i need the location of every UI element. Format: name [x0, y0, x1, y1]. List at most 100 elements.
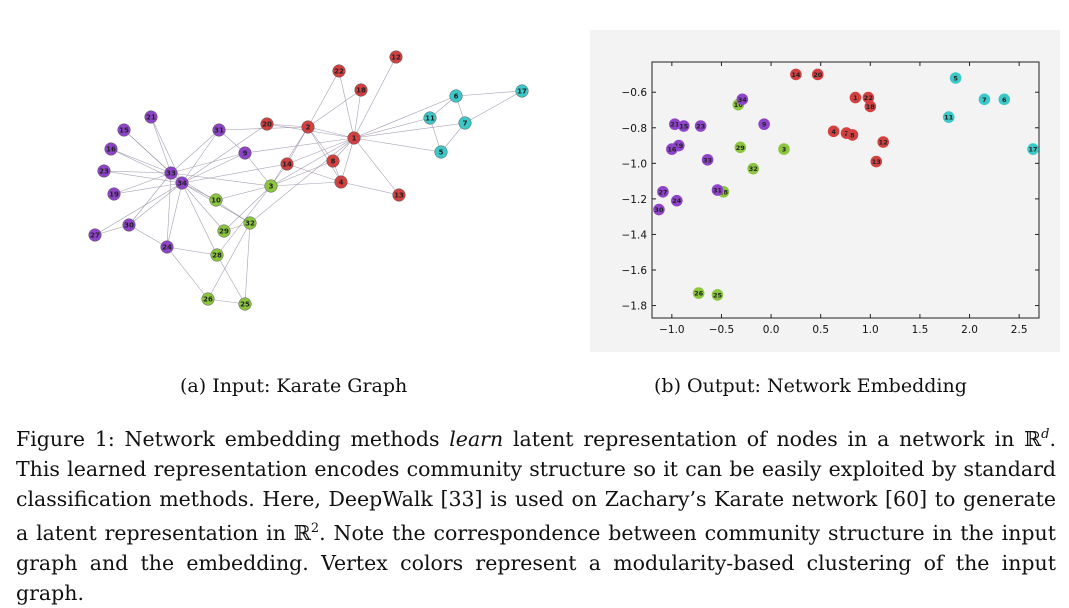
scatter-point-marker: [657, 185, 669, 198]
graph-node-9: 9: [238, 146, 252, 160]
scatter-point-marker: [677, 120, 690, 132]
scatter-point-marker: [949, 72, 962, 84]
x-tick-label: 1.0: [862, 324, 879, 336]
graph-edge: [170, 129, 220, 174]
graph-node-21: 21: [144, 110, 158, 124]
scatter-point-12: 12: [877, 136, 890, 148]
scatter-point-marker: [870, 155, 883, 168]
scatter-point-22: 22: [862, 91, 875, 104]
graph-node-circle: [326, 154, 340, 168]
graph-node-label: 6: [454, 93, 459, 101]
graph-node-circle: [354, 83, 368, 97]
scatter-point-29: 29: [734, 141, 747, 154]
scatter-point-marker: [711, 184, 724, 196]
graph-node-circle: [260, 117, 274, 131]
graph-edge: [215, 185, 272, 201]
graph-node-30: 30: [122, 218, 136, 232]
scatter-point-marker: [849, 91, 862, 104]
graph-node-24: 24: [160, 240, 174, 254]
graph-edge: [166, 182, 183, 248]
graph-node-13: 13: [392, 188, 406, 202]
graph-edge: [464, 90, 523, 124]
scatter-point-14: 14: [790, 68, 802, 81]
scatter-point-label: 20: [813, 71, 823, 79]
graph-node-circle: [201, 292, 215, 306]
scatter-point-marker: [862, 91, 875, 104]
scatter-point-label: 27: [658, 188, 667, 196]
scatter-point-label: 34: [738, 96, 748, 104]
graph-node-12: 12: [389, 50, 403, 64]
graph-node-circle: [280, 157, 294, 171]
scatter-point-marker: [877, 136, 890, 148]
scatter-point-34: 34: [736, 93, 749, 106]
scatter-point-24: 24: [671, 194, 683, 207]
graph-edge: [307, 126, 334, 162]
scatter-point-23: 23: [694, 120, 707, 132]
graph-node-7: 7: [458, 116, 472, 130]
scatter-point-label: 16: [667, 146, 677, 154]
scatter-point-label: 19: [674, 142, 684, 150]
graph-node-8: 8: [326, 154, 340, 168]
graph-node-circle: [122, 218, 136, 232]
caption-r2-superscript: 2: [310, 520, 320, 536]
scatter-point-marker: [1027, 143, 1039, 155]
x-tick-label: −0.5: [709, 324, 735, 336]
scatter-point-15: 15: [677, 120, 690, 132]
graph-node-label: 23: [99, 168, 109, 176]
scatter-point-21: 21: [669, 118, 681, 131]
caption-prefix: Figure 1: Network embedding methods: [16, 426, 450, 451]
y-tick-label: −1.8: [622, 301, 648, 313]
x-tick-label: 2.0: [961, 324, 978, 336]
graph-edge: [244, 222, 251, 305]
graph-edge: [270, 160, 334, 187]
scatter-point-marker: [666, 143, 678, 155]
karate-graph: 123 4567891011121314151617181920212223242…: [88, 50, 529, 311]
scatter-point-label: 15: [679, 123, 689, 131]
y-tick-label: −0.8: [622, 123, 648, 135]
scatter-point-label: 13: [872, 158, 881, 166]
scatter-point-label: 5: [953, 75, 958, 83]
scatter-point-label: 33: [703, 156, 712, 164]
graph-node-1: 1: [347, 131, 361, 145]
scatter-point-marker: [942, 111, 955, 123]
graph-edge: [110, 148, 172, 174]
scatter-point-18: 18: [864, 100, 877, 113]
graph-node-17: 17: [515, 84, 529, 98]
graph-node-2: 2: [301, 120, 315, 134]
graph-edge: [307, 89, 362, 128]
graph-edge: [223, 185, 272, 232]
graph-node-29: 29: [217, 224, 231, 238]
graph-node-25: 25: [238, 297, 252, 311]
graph-node-label: 4: [339, 179, 344, 187]
graph-edge: [270, 181, 342, 187]
scatter-point-17: 17: [1027, 143, 1039, 155]
graph-node-circle: [238, 146, 252, 160]
graph-edge: [181, 129, 220, 184]
graph-node-circle: [238, 297, 252, 311]
graph-node-label: 13: [394, 192, 404, 200]
scatter-point-label: 12: [879, 139, 888, 147]
graph-node-label: 30: [124, 222, 134, 230]
scatter-point-3: 3: [778, 143, 790, 155]
graph-edge: [181, 182, 218, 256]
y-tick-label: −0.6: [622, 87, 648, 99]
graph-node-circle: [212, 123, 226, 137]
graph-node-label: 17: [517, 88, 527, 96]
scatter-point-9: 9: [758, 118, 770, 131]
scatter-point-label: 11: [944, 114, 954, 122]
caption-after-rd: . This learned representation encodes co…: [16, 426, 1056, 545]
graph-node-label: 26: [203, 296, 213, 304]
graph-nodes: 123 4567891011121314151617181920212223242…: [88, 50, 529, 311]
scatter-point-label: 9: [762, 121, 767, 129]
graph-node-label: 34: [177, 180, 187, 188]
scatter-point-marker: [653, 203, 665, 216]
graph-node-label: 18: [356, 87, 366, 95]
scatter-point-label: 8: [850, 131, 855, 139]
graph-node-11: 11: [423, 111, 437, 125]
graph-node-circle: [144, 110, 158, 124]
graph-edge: [353, 56, 397, 139]
graph-node-10: 10: [209, 193, 223, 207]
caption-rd-superscript: d: [1041, 427, 1050, 442]
graph-node-label: 16: [106, 146, 116, 154]
